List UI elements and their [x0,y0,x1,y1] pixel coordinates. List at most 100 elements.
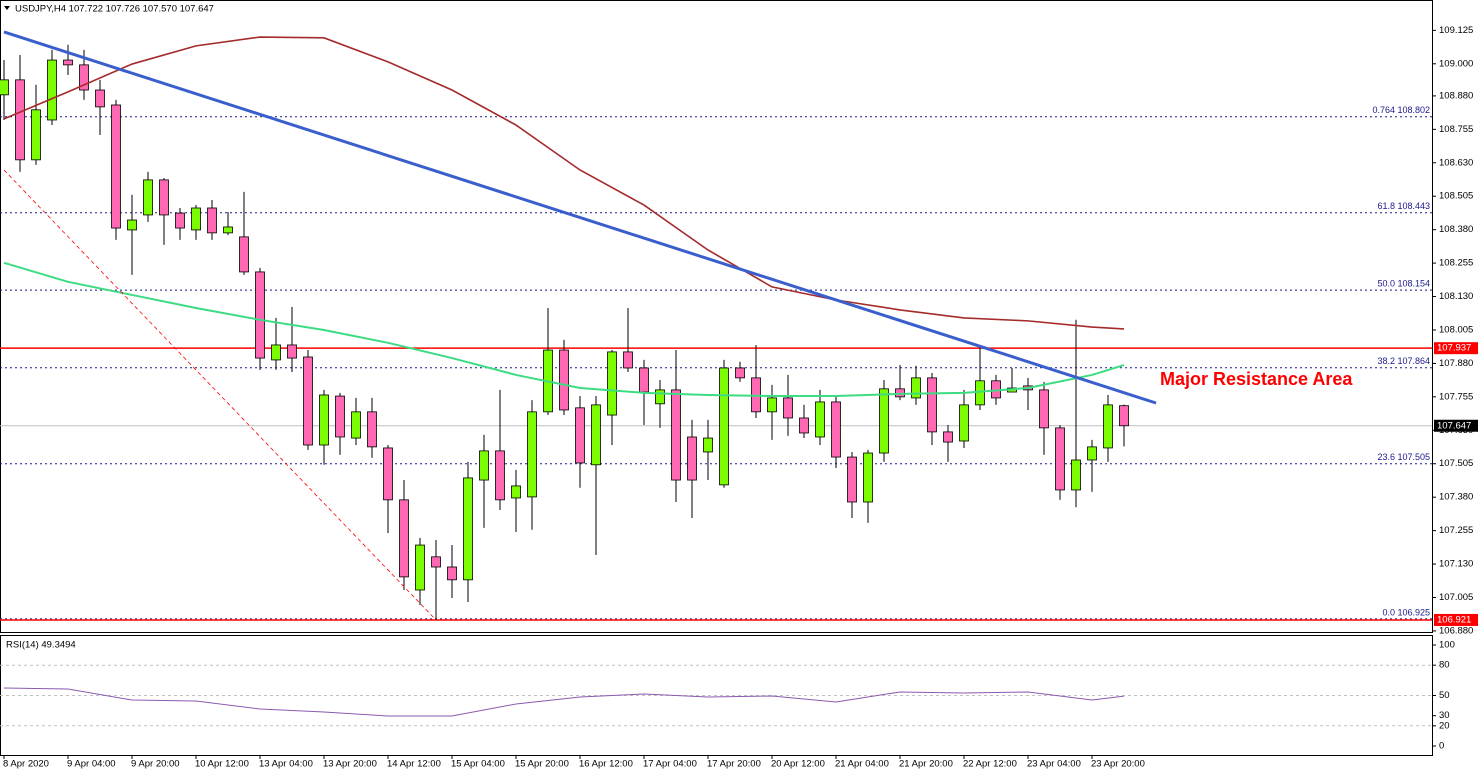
x-tick-label: 17 Apr 20:00 [707,759,761,770]
y-tick-label: 106.880 [1439,625,1473,636]
x-tick-label: 8 Apr 2020 [3,759,49,770]
candle-body [415,544,425,591]
candle-body [1087,446,1097,461]
candle-body [143,179,153,216]
price-box [1434,613,1478,626]
candle-body [47,59,57,121]
x-tick-label: 15 Apr 04:00 [451,759,505,770]
y-tick-label: 108.380 [1439,224,1473,235]
y-tick-label: 80 [1439,660,1450,671]
candle-body [383,447,393,501]
y-tick-label: 108.505 [1439,191,1473,202]
fib-label: 0.764 108.802 [1372,105,1430,115]
candle-body [1055,427,1065,491]
candle-body [895,388,905,398]
candle-body [0,79,9,96]
candle-body [159,179,169,216]
y-tick-label: 109.000 [1439,58,1473,69]
candle-body [191,207,201,231]
candle-body [447,566,457,581]
x-tick-label: 17 Apr 04:00 [643,759,697,770]
candle-body [815,401,825,438]
candle-body [719,367,729,486]
candle-body [735,367,745,379]
y-tick-label: 107.380 [1439,492,1473,503]
candle-body [207,207,217,234]
rsi-line [3,687,1125,717]
candle-body [15,79,25,161]
x-tick-label: 20 Apr 12:00 [771,759,825,770]
candle-body [831,401,841,458]
candle-body [671,389,681,481]
candle-body [111,104,121,229]
menu-icon[interactable] [4,6,10,10]
x-tick-label: 23 Apr 04:00 [1027,759,1081,770]
x-tick-label: 16 Apr 12:00 [579,759,633,770]
candle-body [367,411,377,448]
candle-body [799,417,809,434]
fib-label: 61.8 108.443 [1377,201,1430,211]
y-tick-label: 20 [1439,720,1450,731]
y-tick-label: 108.880 [1439,90,1473,101]
fib-label: 38.2 107.864 [1377,356,1430,366]
candle-body [575,407,585,464]
price-box-label: 107.937 [1437,343,1471,354]
y-tick-label: 107.880 [1439,358,1473,369]
candle-body [607,351,617,416]
overlay-line [3,36,1125,330]
y-tick-label: 107.755 [1439,391,1473,402]
candle-body [639,367,649,393]
candle-body [31,109,41,161]
candle-body [687,436,697,481]
candle-body [1071,459,1081,491]
candle-body [399,499,409,578]
x-tick-label: 15 Apr 20:00 [515,759,569,770]
candle-body [463,477,473,581]
candle-body [1039,389,1049,429]
candle-body [495,450,505,501]
candle-body [223,226,233,234]
annotation: Major Resistance Area [1160,369,1353,389]
candle-body [287,344,297,359]
overlay-line [3,169,437,621]
fib-label: 0.0 106.925 [1382,607,1430,617]
x-tick-label: 9 Apr 20:00 [131,759,180,770]
y-tick-label: 108.005 [1439,324,1473,335]
y-tick-label: 107.130 [1439,559,1473,570]
candle-body [319,394,329,446]
candle-body [303,356,313,446]
overlay-line [3,261,1125,398]
candle-body [479,450,489,481]
candle-body [271,344,281,361]
overlay-line [3,30,1157,405]
fib-label: 50.0 108.154 [1377,278,1430,288]
x-tick-label: 14 Apr 12:00 [387,759,441,770]
y-tick-label: 109.125 [1439,25,1473,36]
candle-body [655,389,665,405]
rsi-title: RSI(14) 49.3494 [6,640,76,651]
x-tick-label: 22 Apr 12:00 [963,759,1017,770]
candle-body [95,89,105,108]
candle-body [351,411,361,439]
candle-body [255,271,265,359]
candle-body [63,59,73,66]
candle-body [911,377,921,399]
x-tick-label: 21 Apr 04:00 [835,759,889,770]
candle-body [511,485,521,499]
candle-body [767,397,777,413]
y-tick-label: 100 [1439,640,1455,651]
y-tick-label: 0 [1439,741,1444,752]
candle-body [783,397,793,419]
candle-body [335,395,345,438]
candle-body [703,437,713,453]
price-box [1434,342,1478,355]
candle-body [527,411,537,498]
candle-body [559,349,569,411]
candle-body [1103,404,1113,449]
y-tick-label: 108.255 [1439,258,1473,269]
candle-body [847,456,857,503]
y-tick-label: 107.255 [1439,525,1473,536]
price-box [1434,419,1478,432]
candle-body [863,452,873,503]
